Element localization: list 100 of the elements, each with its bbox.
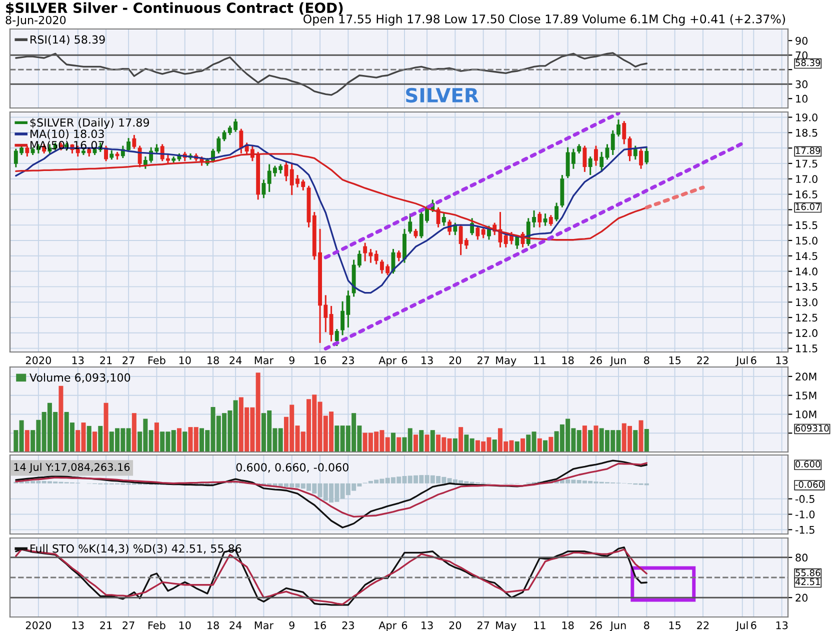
y-tick-label: 10M [796,410,816,418]
legend-label: Volume 6,093,100 [30,373,130,383]
annotation: 0.600, 0.660, -0.060 [236,463,348,473]
text: 17.89 [796,147,820,154]
y-tick-label: 13.0 [796,298,818,306]
x-tick-label: 22 [697,356,709,364]
x-tick-label: 13 [422,356,433,364]
y-tick-label: 15M [796,392,816,400]
y-tick-label: 10 [796,94,808,103]
x-tick-label: Jun [610,356,626,366]
y-tick-label: 16.5 [796,190,818,198]
x-tick-label: 15 [669,621,681,630]
x-tick-label: May [496,621,516,631]
y-tick-label: 19.0 [796,113,818,122]
x-tick-label: 13 [72,621,84,630]
x-tick-label: 18 [562,356,574,364]
x-tick-label: 15 [669,356,681,364]
x-tick-label: 16 [314,356,326,364]
chart-subtitle: 8-Jun-2020 [6,16,66,26]
x-tick-label: Jun [610,621,626,631]
x-tick-label: 23 [342,621,354,630]
x-tick-label: 11 [534,356,546,364]
y-tick-label: 14.5 [796,252,818,260]
y-tick-label: 12.5 [796,314,818,322]
x-tick-label: 18 [562,621,574,630]
x-tick-label: 21 [100,356,112,364]
x-tick-label: 2020 [26,621,51,630]
x-tick-label: 8 [644,621,650,630]
x-tick-label: Mar [254,356,274,364]
x-tick-label: 20 [449,356,462,364]
x-tick-label: 22 [697,621,709,630]
y-tick-label: -1.0 [795,510,815,518]
y-tick-label: 15.0 [796,236,818,245]
y-tick-label: 30 [796,80,808,88]
chart-title: $SILVER Silver - Continuous Contract (EOD) [6,2,343,15]
x-tick-label: 26 [590,356,602,364]
legend-label: MA(10) 18.03 [30,129,104,140]
y-tick-label: 80 [796,554,808,562]
y-tick-label: 90 [796,36,808,45]
x-tick-label: 18 [208,356,219,364]
x-tick-label: 9 [289,621,294,630]
text: 609310 [796,424,829,432]
annotation: 14 Jul Y:17,084,263.16 [14,462,130,473]
text: 55.86 [796,569,820,576]
x-tick-label: 10 [179,356,191,364]
annotation: SILVER [406,88,479,103]
y-tick-label: 18.5 [796,128,818,137]
text: 58.39 [796,59,820,66]
x-tick-label: Apr [378,356,397,366]
y-tick-label: 12.0 [796,329,818,338]
x-tick-label: Mar [254,621,274,630]
x-tick-label: 11 [534,621,546,630]
x-tick-label: Jul [736,356,748,366]
x-tick-label: 27 [122,621,134,630]
x-tick-label: 6 [751,621,756,630]
x-tick-label: 27 [122,356,134,364]
x-tick-label: 10 [179,621,191,630]
x-tick-label: Jul [736,621,748,631]
x-tick-label: 23 [342,356,354,364]
x-tick-label: 13 [72,356,84,364]
x-tick-label: May [496,356,516,366]
y-tick-label: 17.5 [796,160,818,168]
x-tick-label: 27 [477,621,490,630]
x-tick-label: 21 [100,621,112,630]
text: 42.51 [795,578,820,586]
x-tick-label: 20 [449,621,462,630]
x-tick-label: 6 [402,621,408,630]
text: -0.060 [795,481,824,488]
x-tick-label: 18 [208,621,219,630]
text: Open 17.55 High 17.98 Low 17.50 Close 17.89 Volume 6.1M Chg +0.41 (+2.37%) [303,14,785,26]
x-tick-label: 27 [477,356,490,364]
x-tick-label: 13 [776,356,788,364]
x-tick-label: 24 [230,356,242,364]
y-tick-label: 17.0 [796,175,818,183]
x-tick-label: Feb [148,621,166,630]
text: 16.07 [796,203,820,210]
y-tick-label: 20M [796,372,816,381]
x-tick-label: 13 [422,621,433,630]
x-tick-label: 9 [289,356,294,364]
x-tick-label: Apr [378,621,397,631]
y-tick-label: -1.5 [795,526,814,534]
x-tick-label: 2020 [26,356,51,364]
x-tick-label: 13 [776,621,788,630]
x-tick-label: 26 [590,621,602,630]
x-tick-label: 6 [402,356,408,364]
text: 0.600 [796,460,820,468]
legend-label: RSI(14) 58.39 [30,35,105,46]
y-tick-label: -0.5 [795,495,814,503]
x-tick-label: 16 [314,621,326,630]
y-tick-label: 11.5 [796,344,818,352]
y-tick-label: 15.5 [796,221,818,230]
x-tick-label: 8 [644,356,650,364]
y-tick-label: 14.0 [796,268,818,276]
x-tick-label: 6 [751,356,756,364]
y-tick-label: 20 [796,594,808,602]
y-tick-label: 13.5 [796,282,818,291]
legend-label: $SILVER (Daily) 17.89 [30,118,150,129]
x-tick-label: 24 [230,621,242,630]
x-tick-label: Feb [148,356,166,364]
legend-label: Full STO %K(14,3) %D(3) 42.51, 55.86 [30,544,242,554]
